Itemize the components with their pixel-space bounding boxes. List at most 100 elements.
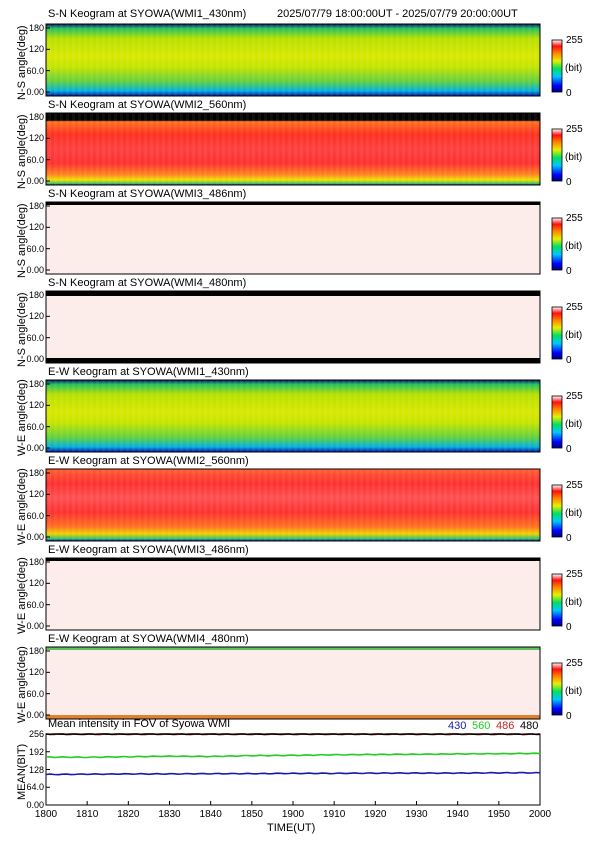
x-tick-label: 1910: [323, 809, 346, 820]
colorbar-scale: [551, 39, 563, 93]
colorbar-min-label: 0: [566, 266, 572, 277]
colorbar-max-label: 255: [566, 391, 583, 402]
y-tick-label: 180: [28, 379, 44, 389]
mean-panel-frame: [45, 733, 541, 806]
keogram-panel: [45, 201, 541, 275]
panel-title: S-N Keogram at SYOWA(WMI4_480nm): [48, 277, 247, 289]
y-axis-label: W-E angle(deg): [16, 468, 28, 545]
panel-frame: [45, 290, 541, 364]
y-tick-label: 180: [28, 290, 44, 300]
x-tick-label: 1850: [240, 809, 263, 820]
panel-title: S-N Keogram at SYOWA(WMI1_430nm): [48, 8, 247, 20]
colorbar-unit-label: (bit): [565, 508, 583, 519]
keogram-mask-top: [46, 291, 540, 296]
y-tick-label: 256: [28, 729, 44, 739]
y-tick-label: 192: [28, 746, 44, 757]
colorbar-scale: [551, 662, 563, 716]
y-tick-label: 60.0: [26, 332, 44, 343]
keogram-panel: [45, 646, 541, 720]
colorbar-min-label: 0: [566, 177, 572, 188]
colorbar-scale: [551, 484, 563, 538]
y-tick-label: 180: [28, 468, 44, 478]
y-tick-label: 0.00: [26, 443, 44, 453]
mean-panel-title: Mean intensity in FOV of Syowa WMI: [48, 718, 231, 730]
x-tick-label: 1940: [446, 809, 469, 820]
colorbar: [551, 217, 563, 271]
colorbar-unit-label: (bit): [565, 686, 583, 697]
colorbar: [551, 573, 563, 627]
keogram-mask-bottom: [46, 358, 540, 363]
y-tick-label: 0.00: [26, 621, 44, 631]
colorbar-unit-label: (bit): [565, 63, 583, 74]
legend-entry: 560: [472, 720, 491, 732]
colorbar-max-label: 255: [566, 569, 583, 580]
y-tick-label: 120: [28, 44, 44, 55]
time-range: 2025/07/79 18:00:00UT - 2025/07/79 20:00…: [277, 8, 518, 20]
colorbar-max-label: 255: [566, 213, 583, 224]
y-axis-label: W-E angle(deg): [16, 557, 28, 634]
colorbar-unit-label: (bit): [565, 152, 583, 163]
y-tick-label: 120: [28, 311, 44, 322]
panel-frame: [45, 468, 541, 542]
keogram-image: [46, 202, 540, 274]
panel-frame: [45, 646, 541, 720]
colorbar-scale: [551, 306, 563, 360]
y-tick-label: 120: [28, 578, 44, 589]
x-tick-label: 1930: [405, 809, 428, 820]
y-axis-label: N-S angle(deg): [16, 292, 28, 367]
mean-y-axis-label: MEAN(BIT): [16, 743, 28, 800]
keogram-texture: [46, 24, 540, 96]
colorbar-max-label: 255: [566, 302, 583, 313]
panel-title: S-N Keogram at SYOWA(WMI3_486nm): [48, 188, 247, 200]
panel-title: S-N Keogram at SYOWA(WMI2_560nm): [48, 99, 247, 111]
keogram-panel: [45, 557, 541, 631]
keogram-image: [46, 558, 540, 630]
colorbar: [551, 395, 563, 449]
colorbar-scale: [551, 128, 563, 182]
y-tick-label: 180: [28, 112, 44, 122]
keogram-edge-top: [46, 647, 540, 650]
colorbar-min-label: 0: [566, 88, 572, 99]
y-axis-label: N-S angle(deg): [16, 203, 28, 278]
y-tick-label: 120: [28, 133, 44, 144]
series-line-560: [45, 752, 541, 759]
keogram-panel: [45, 379, 541, 453]
colorbar-max-label: 255: [566, 35, 583, 46]
y-tick-label: 0.00: [26, 354, 44, 364]
panel-title: E-W Keogram at SYOWA(WMI2_560nm): [48, 455, 249, 467]
series-line-430: [45, 771, 541, 776]
panel-frame: [45, 201, 541, 275]
keogram-panel: [45, 290, 541, 364]
y-tick-label: 0.00: [26, 532, 44, 542]
y-tick-label: 0.00: [26, 176, 44, 186]
colorbar: [551, 662, 563, 716]
panel-frame: [45, 379, 541, 453]
colorbar: [551, 306, 563, 360]
keogram-panel: [45, 23, 541, 97]
keogram-edge-bottom: [46, 715, 540, 719]
panel-frame: [45, 23, 541, 97]
y-tick-label: 60.0: [26, 243, 44, 254]
y-tick-label: 60.0: [26, 688, 44, 699]
y-tick-label: 180: [28, 557, 44, 567]
y-tick-label: 180: [28, 23, 44, 33]
panel-title: E-W Keogram at SYOWA(WMI4_480nm): [48, 633, 249, 645]
colorbar-unit-label: (bit): [565, 330, 583, 341]
colorbar-min-label: 0: [566, 533, 572, 544]
colorbar-unit-label: (bit): [565, 241, 583, 252]
x-tick-label: 1900: [281, 809, 305, 820]
y-tick-label: 120: [28, 400, 44, 411]
colorbar-min-label: 0: [566, 711, 572, 722]
colorbar-min-label: 0: [566, 622, 572, 633]
x-tick-label: 1840: [199, 809, 222, 820]
keogram-mask-top: [46, 202, 540, 205]
x-axis-label: TIME(UT): [267, 822, 316, 834]
y-tick-label: 0.00: [26, 265, 44, 275]
x-tick-label: 1830: [158, 809, 181, 820]
x-tick-label: 1920: [364, 809, 387, 820]
y-tick-label: 60.0: [26, 154, 44, 165]
keogram-image: [46, 647, 540, 719]
mean-panel: [45, 733, 541, 806]
y-tick-label: 0.00: [26, 710, 44, 720]
